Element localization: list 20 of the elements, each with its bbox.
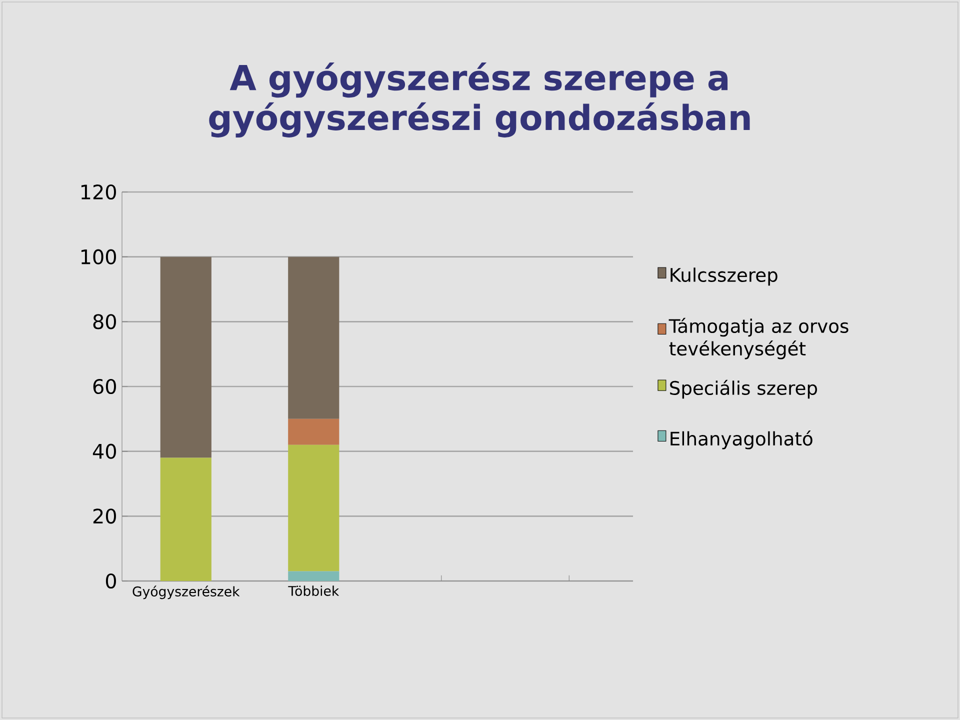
y-tick-label: 80 — [93, 314, 116, 330]
bar — [160, 256, 212, 458]
y-tick-label: 120 — [81, 184, 116, 200]
bar — [288, 444, 340, 572]
x-tick-label: Gyógyszerészek — [132, 586, 240, 600]
bar — [288, 418, 340, 445]
legend-label: Elhanyagolható — [670, 430, 812, 450]
y-tick-label: 20 — [93, 508, 116, 524]
legend-label: Kulcsszerep — [670, 268, 778, 286]
y-tick-label: 60 — [93, 378, 116, 394]
y-tick-label: 40 — [92, 444, 116, 459]
bar — [160, 458, 212, 581]
legend-label: Támogatja az orvos tevékenységét — [668, 318, 848, 360]
x-tick-label: Többiek — [288, 586, 340, 596]
y-tick-label: 0 — [106, 573, 116, 589]
y-tick-label: 100 — [81, 249, 116, 264]
legend-label: Speciális szerep — [670, 380, 817, 399]
chart-title: A gyógyszerész szerepe a gyógyszerészi gondozásban — [209, 62, 750, 138]
bar — [288, 256, 340, 419]
bar — [288, 571, 340, 581]
